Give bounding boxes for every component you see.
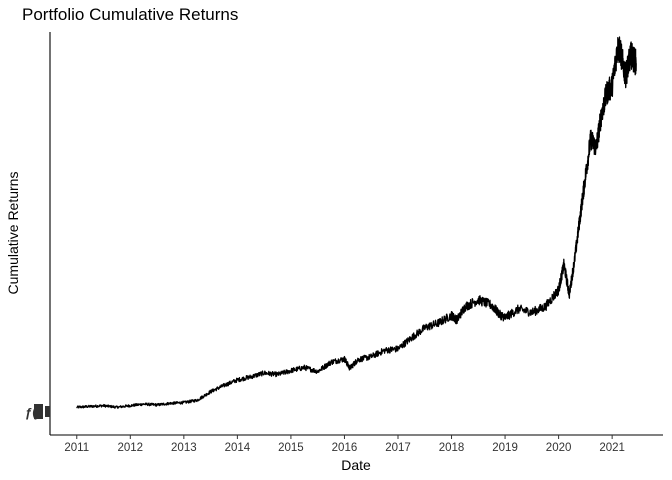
chart-title: Portfolio Cumulative Returns <box>22 5 238 24</box>
x-tick-label: 2017 <box>385 442 411 454</box>
x-tick-label: 2013 <box>171 442 197 454</box>
x-tick-label: 2020 <box>546 442 572 454</box>
x-tick-label: 2014 <box>225 442 251 454</box>
x-tick-label: 2021 <box>599 442 625 454</box>
x-tick-label: 2011 <box>64 442 89 454</box>
x-tick-label: 2018 <box>439 442 465 454</box>
x-tick-label: 2019 <box>492 442 518 454</box>
cumulative-returns-line <box>76 36 637 409</box>
x-axis-title: Date <box>341 457 371 473</box>
x-axis-ticks: 2011 2012 2013 2014 2015 2016 2017 2018 2019 2020… <box>64 435 625 454</box>
y-axis-title: Cumulative Returns <box>5 172 21 295</box>
x-tick-label: 2015 <box>278 442 304 454</box>
x-tick-label: 2016 <box>332 442 358 454</box>
y-tick-labels-overlapping: ƒ( <box>25 404 50 420</box>
plot-area: ƒ( 2011 2012 2013 2014 2015 2016 2017 2018 2019 2… <box>25 32 663 454</box>
x-tick-label: 2012 <box>118 442 144 454</box>
